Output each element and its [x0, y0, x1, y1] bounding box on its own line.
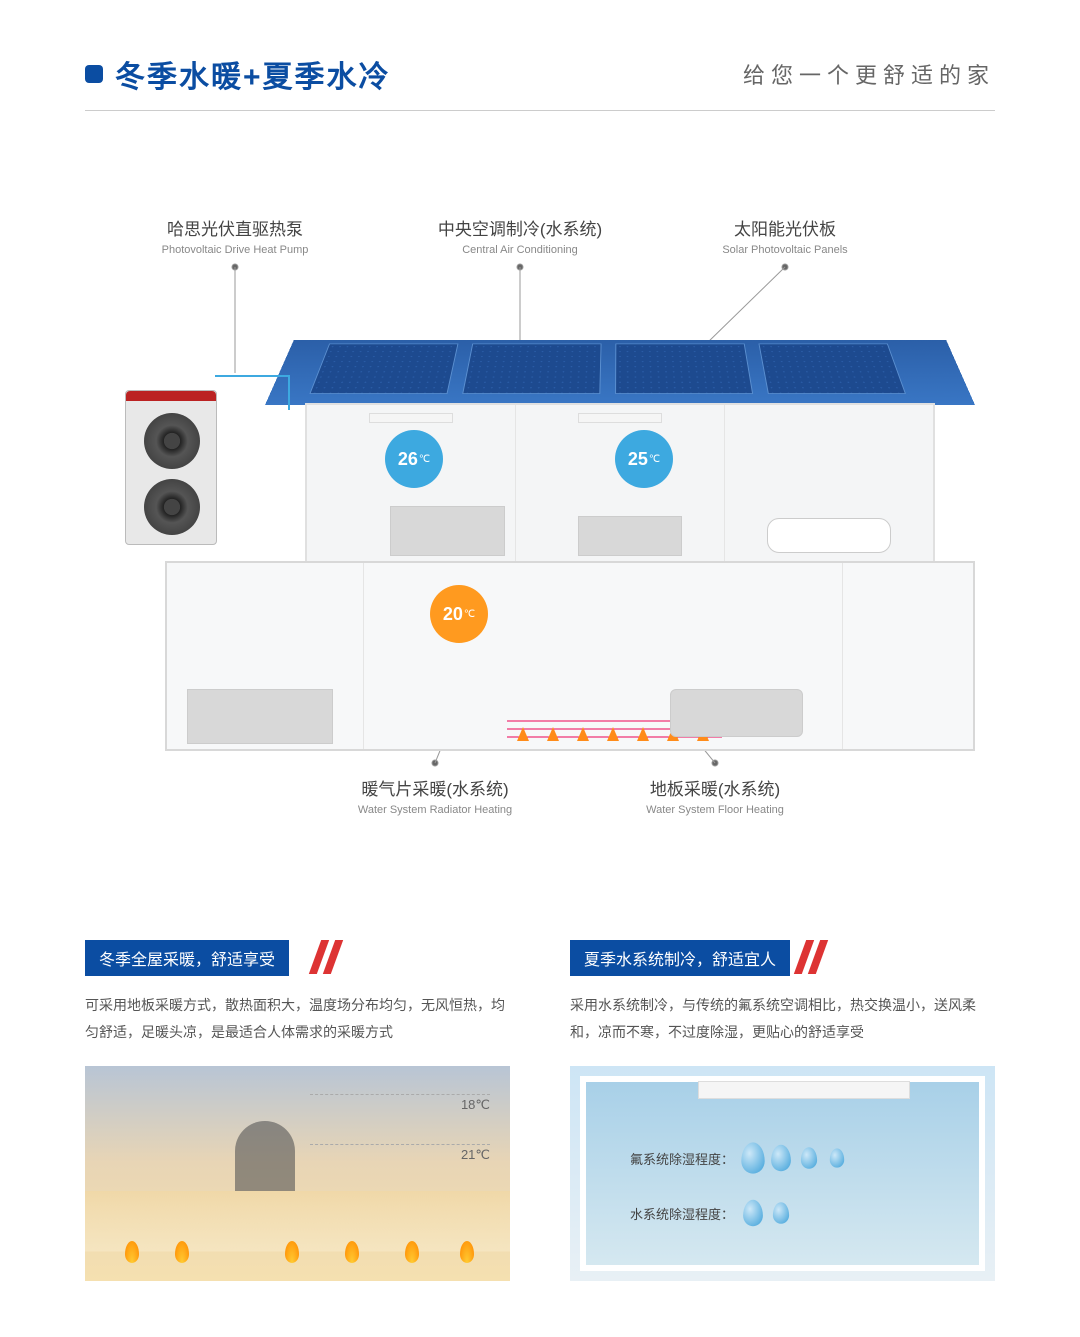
stripe-decoration-icon: [315, 940, 345, 974]
header-subtitle: 给您一个更舒适的家: [743, 58, 995, 90]
temp-badge-floor: 20℃: [430, 585, 488, 643]
bed: [390, 506, 504, 556]
droplet-icon: [773, 1202, 789, 1224]
droplet-icon: [743, 1200, 763, 1226]
heat-arrow-icon: [607, 727, 619, 741]
heat-arrow-icon: [577, 727, 589, 741]
droplet-icon: [771, 1145, 791, 1171]
solar-panel: [462, 344, 601, 394]
flame-icon: [405, 1241, 419, 1263]
temp-badge-room1: 26℃: [385, 430, 443, 488]
counter: [187, 689, 334, 744]
living-room: [364, 563, 843, 749]
solar-panel: [615, 344, 753, 394]
panel-description: 采用水系统制冷，与传统的氟系统空调相比，热交换温小，送风柔和，凉而不寒，不过度除…: [570, 992, 995, 1046]
panel-title: 冬季全屋采暖，舒适享受: [85, 940, 289, 976]
droplet-icon: [801, 1147, 817, 1169]
study: [516, 405, 725, 561]
pipe: [215, 375, 290, 377]
summer-panel: 夏季水系统制冷，舒适宜人 采用水系统制冷，与传统的氟系统空调相比，热交换温小，送…: [570, 940, 995, 1281]
desk: [578, 516, 682, 556]
winter-illustration: 18℃ 21℃ 24℃: [85, 1066, 510, 1281]
utility: [843, 563, 973, 749]
floor-plane: [85, 1191, 510, 1252]
flame-icon: [460, 1241, 474, 1263]
stripe-decoration-icon: [800, 940, 830, 974]
house-diagram: 哈思光伏直驱热泵 Photovoltaic Drive Heat Pump 中央…: [85, 215, 995, 835]
temp-layer: 21℃: [310, 1144, 490, 1163]
humidity-row-fluorine: 氟系统除湿程度：: [630, 1146, 846, 1170]
panel-header: 夏季水系统制冷，舒适宜人: [570, 940, 995, 974]
humidity-row-water: 水系统除湿程度：: [630, 1201, 790, 1225]
temp-badge-room2: 25℃: [615, 430, 673, 488]
info-panels: 冬季全屋采暖，舒适享受 可采用地板采暖方式，散热面积大，温度场分布均匀，无风恒热…: [85, 940, 995, 1281]
page-header: 冬季水暖+夏季水冷 给您一个更舒适的家: [85, 52, 995, 111]
flame-icon: [125, 1241, 139, 1263]
heat-arrow-icon: [547, 727, 559, 741]
bathtub: [767, 518, 892, 553]
roof: [265, 340, 975, 405]
title-group: 冬季水暖+夏季水冷: [85, 52, 391, 96]
ac-unit-icon: [698, 1081, 911, 1099]
heat-arrow-icon: [637, 727, 649, 741]
window-frame: [580, 1076, 985, 1271]
ac-vent-icon: [369, 413, 452, 423]
flame-icon: [285, 1241, 299, 1263]
fan-icon: [144, 413, 200, 469]
lower-floor: [165, 561, 975, 751]
bathroom: [725, 405, 933, 561]
kitchen: [167, 563, 364, 749]
title-bullet-icon: [85, 65, 103, 83]
ac-vent-icon: [578, 413, 661, 423]
sofa: [670, 689, 804, 737]
main-title: 冬季水暖+夏季水冷: [115, 52, 391, 96]
droplet-icon: [741, 1142, 764, 1173]
flame-icon: [175, 1241, 189, 1263]
house-cutaway: [165, 305, 975, 745]
flame-icon: [345, 1241, 359, 1263]
heat-arrow-icon: [517, 727, 529, 741]
solar-panel: [758, 344, 905, 394]
panel-title: 夏季水系统制冷，舒适宜人: [570, 940, 790, 976]
panel-header: 冬季全屋采暖，舒适享受: [85, 940, 510, 974]
solar-panel: [309, 344, 458, 394]
heat-pump-unit: [125, 390, 217, 545]
droplet-icon: [830, 1148, 844, 1167]
winter-panel: 冬季全屋采暖，舒适享受 可采用地板采暖方式，散热面积大，温度场分布均匀，无风恒热…: [85, 940, 510, 1281]
pipe: [288, 375, 290, 410]
panel-description: 可采用地板采暖方式，散热面积大，温度场分布均匀，无风恒热，均匀舒适，足暖头凉，是…: [85, 992, 510, 1046]
fan-icon: [144, 479, 200, 535]
temp-layer: 18℃: [310, 1094, 490, 1113]
summer-illustration: 氟系统除湿程度： 水系统除湿程度：: [570, 1066, 995, 1281]
